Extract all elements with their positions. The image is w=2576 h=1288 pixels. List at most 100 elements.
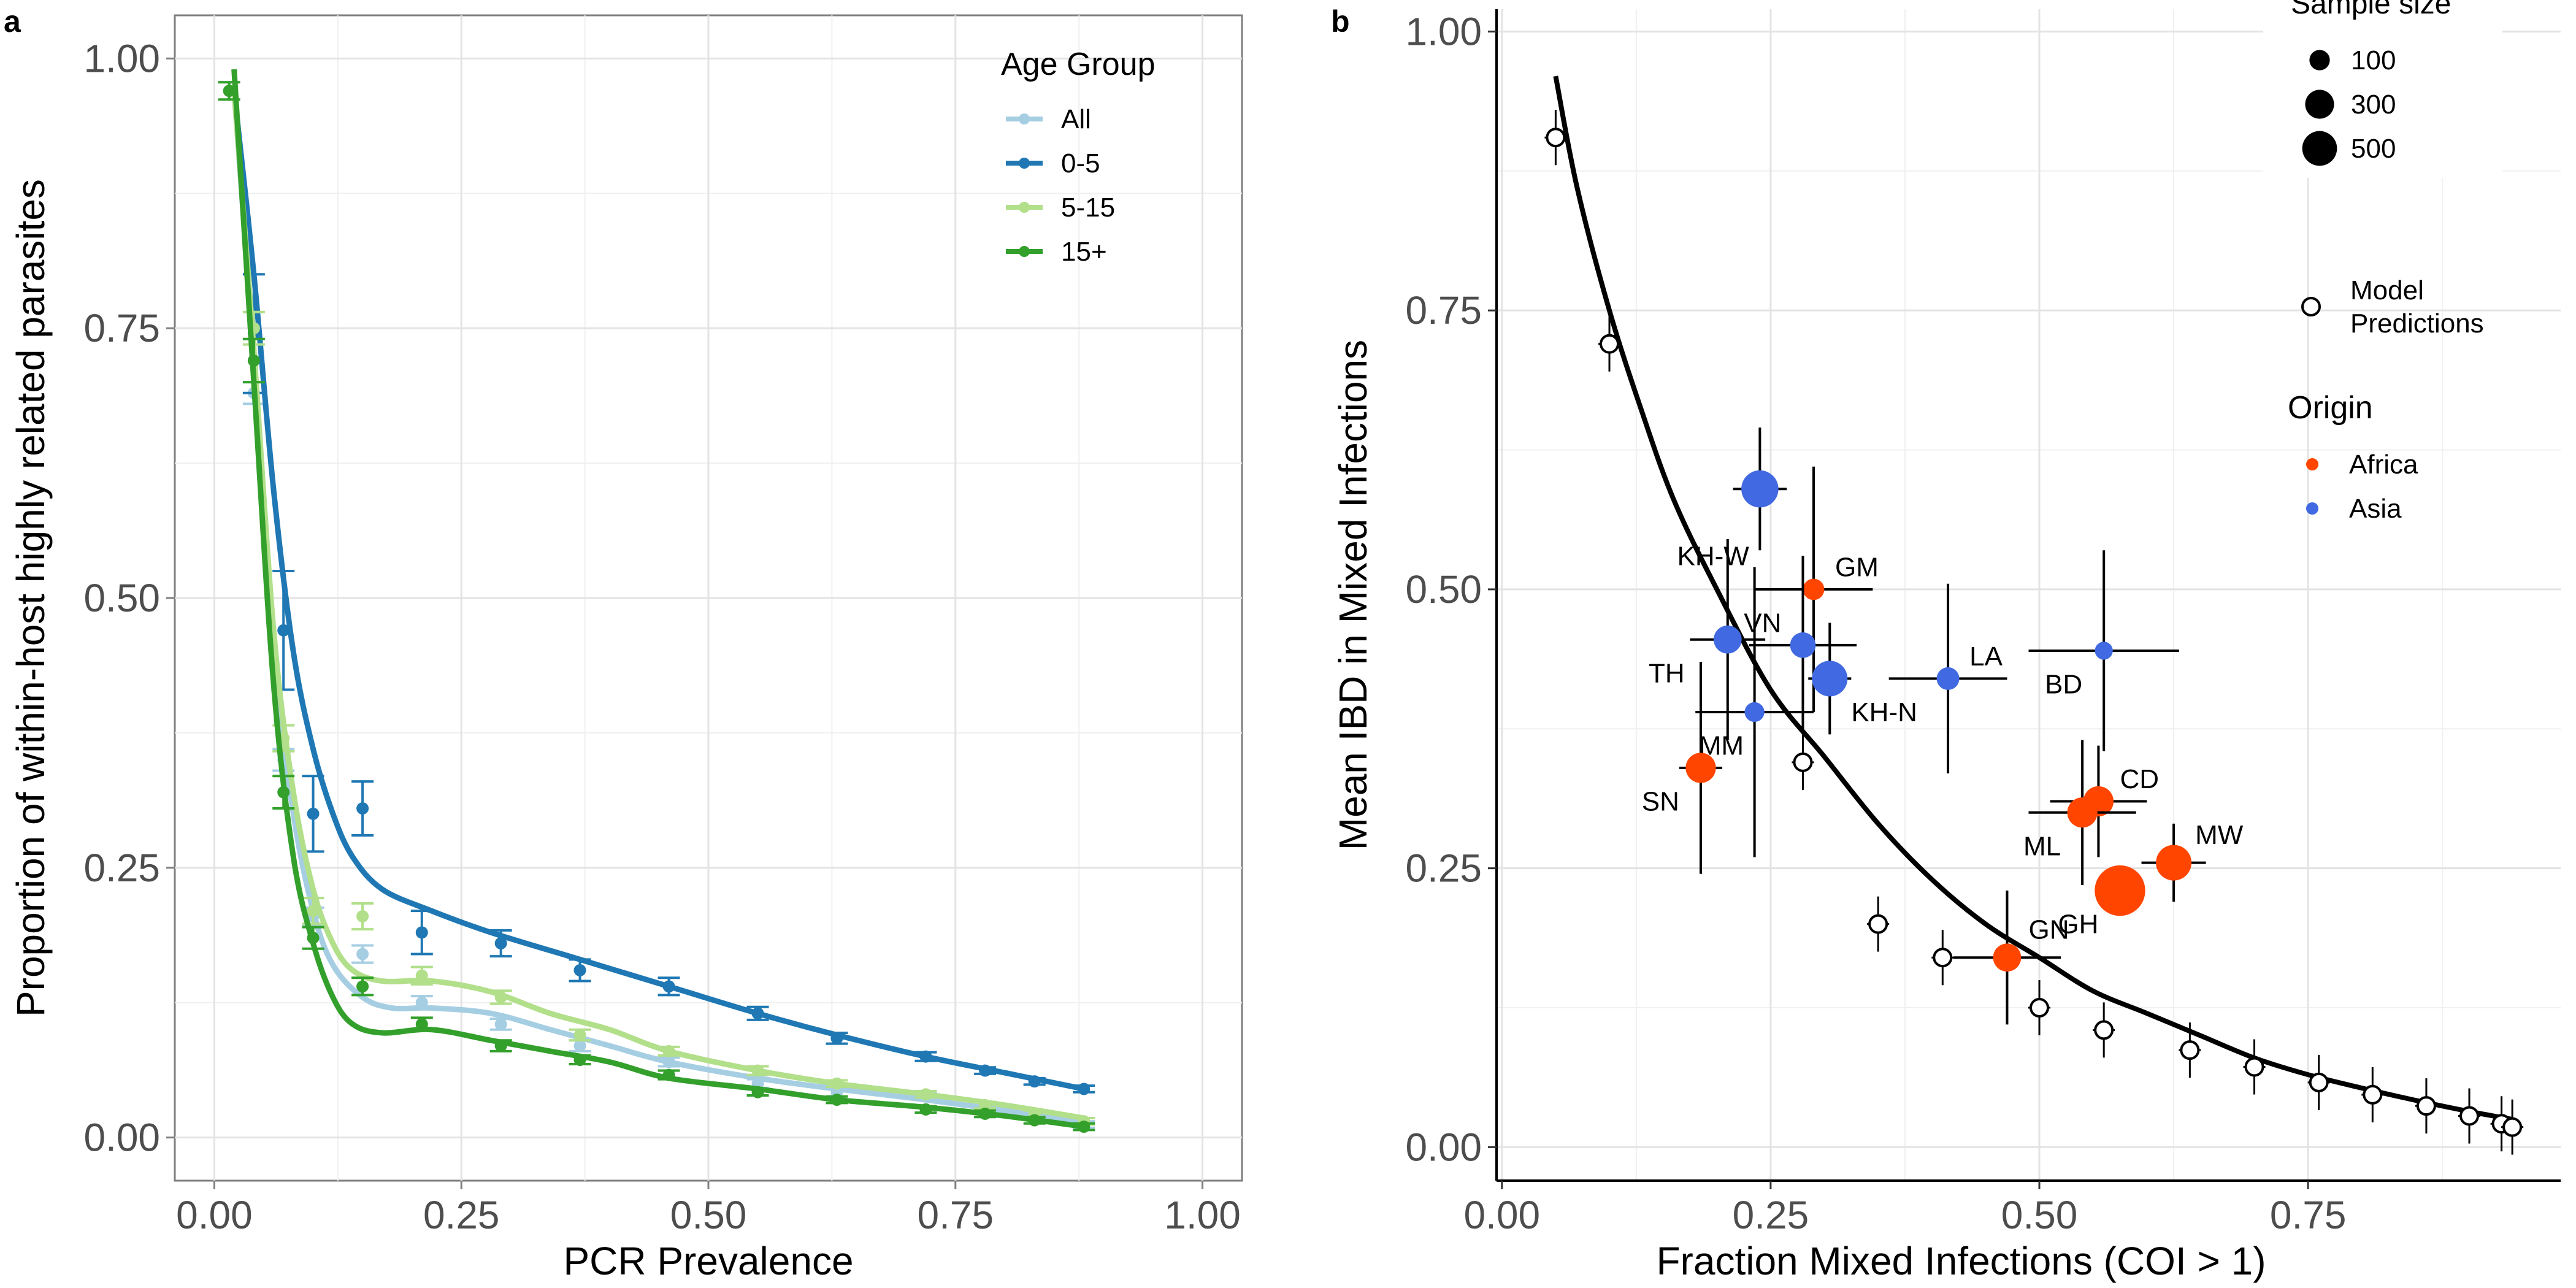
panel-b-tag: b	[1331, 4, 1350, 39]
panel-b-legend: Sample size Model Predictions Origin 100…	[2263, 0, 2502, 524]
site-label: BD	[2045, 670, 2082, 700]
data-point	[662, 1056, 675, 1068]
y-tick-label: 0.50	[1405, 567, 1482, 611]
data-point	[307, 807, 320, 820]
data-point	[307, 932, 320, 945]
data-point	[277, 624, 290, 637]
panel-a-legend-title: Age Group	[1001, 47, 1156, 82]
data-point	[356, 910, 369, 922]
panel-a-grid	[175, 15, 1242, 1181]
data-point	[415, 926, 428, 939]
panel-a-legend: Age Group All 0-5 5-15 15+	[1001, 47, 1156, 267]
y-tick-label: 1.00	[1405, 9, 1482, 53]
site-point	[1936, 667, 1960, 690]
legend-origin-label: Asia	[2349, 494, 2402, 524]
data-point	[247, 354, 260, 367]
panel-b-plot-area	[1497, 9, 2561, 1181]
data-point	[494, 1018, 507, 1030]
site-point	[2095, 865, 2145, 916]
model-point	[2309, 1072, 2329, 1092]
data-point	[979, 1098, 992, 1111]
site-ML: ML	[2023, 740, 2136, 885]
y-tick-label: 0.25	[83, 846, 160, 890]
panel-b-x-axis-title: Fraction Mixed Infections (COI > 1)	[1656, 1239, 2266, 1283]
site-point	[1803, 578, 1825, 600]
data-point	[307, 905, 320, 918]
legend-size-key	[2305, 90, 2334, 119]
data-point	[573, 1053, 586, 1066]
legend-origin-key	[2306, 502, 2318, 515]
x-tick-label: 0.00	[1463, 1193, 1540, 1237]
panel-b-legend-origin-title: Origin	[2288, 390, 2373, 426]
site-point	[2067, 797, 2098, 828]
site-VN: VN	[1744, 556, 1857, 735]
site-MW: MW	[2141, 820, 2244, 902]
site-point	[1812, 661, 1848, 697]
data-point	[919, 1103, 932, 1116]
site-label: GM	[1835, 553, 1879, 583]
legend-size-label: 500	[2351, 134, 2396, 164]
site-label: ML	[2023, 831, 2061, 861]
panel-b-grid	[1497, 9, 2561, 1181]
model-point	[1546, 128, 1566, 148]
x-tick-label: 0.50	[2001, 1193, 2078, 1237]
data-point	[751, 1064, 764, 1077]
data-point	[356, 980, 369, 993]
data-point	[830, 1094, 843, 1106]
data-point	[751, 1086, 764, 1098]
site-BD: BD	[2028, 550, 2179, 751]
data-point	[223, 85, 236, 98]
legend-key-point	[1019, 158, 1030, 169]
site-label: TH	[1649, 658, 1685, 688]
y-tick-label: 0.00	[83, 1116, 160, 1160]
x-tick-label: 0.25	[1733, 1193, 1809, 1237]
panel-b-y-axis-title: Mean IBD in Mixed Infections	[1331, 340, 1375, 850]
x-tick-label: 1.00	[1164, 1193, 1241, 1237]
model-point	[1933, 948, 1953, 968]
site-GN: GN	[1953, 891, 2069, 1025]
y-tick-label: 0.25	[1405, 846, 1482, 891]
model-point	[2244, 1057, 2264, 1077]
legend-origin-label: Africa	[2349, 450, 2418, 480]
legend-entry-label: 0-5	[1061, 148, 1100, 178]
site-label: GN	[2029, 915, 2069, 945]
y-tick-label: 0.75	[1405, 288, 1482, 332]
site-point	[1713, 625, 1742, 654]
data-point	[1028, 1114, 1041, 1127]
model-point	[1793, 752, 1813, 772]
site-label: GH	[2058, 910, 2098, 940]
site-GH: GH	[2058, 865, 2145, 940]
series-line	[231, 90, 1085, 1092]
site-KH-W: KH-W	[1677, 427, 1787, 571]
x-tick-label: 0.50	[670, 1193, 747, 1237]
site-point	[1993, 943, 2022, 972]
model-point	[2416, 1096, 2436, 1116]
y-tick-label: 0.00	[1405, 1125, 1482, 1169]
site-point	[2095, 642, 2113, 660]
legend-key-point	[1019, 113, 1030, 125]
panel-a-y-axis-title: Proportion of within-host highly related…	[9, 179, 53, 1017]
data-point	[1078, 1083, 1091, 1095]
data-point	[356, 802, 369, 815]
y-tick-label: 0.75	[83, 306, 160, 350]
model-point	[2030, 998, 2050, 1018]
data-point	[356, 948, 369, 960]
model-point	[2094, 1020, 2114, 1040]
data-point	[919, 1050, 932, 1063]
legend-key-point	[1019, 246, 1030, 257]
data-point	[415, 1018, 428, 1030]
y-tick-label: 1.00	[83, 36, 160, 80]
data-point	[830, 1077, 843, 1090]
data-point	[494, 991, 507, 1003]
series-15+	[218, 69, 1095, 1133]
series-5-15	[231, 90, 1095, 1128]
legend-entry-label: All	[1061, 104, 1091, 134]
data-point	[1078, 1121, 1091, 1133]
panel-a: a 0.00 0.25 0.50 0.75 1.00 0.00 0.25 0.50 0.75 1.…	[4, 4, 1243, 1283]
site-label: MW	[2195, 820, 2244, 850]
x-tick-label: 0.25	[423, 1193, 500, 1237]
site-LA: LA	[1888, 583, 2007, 774]
site-GM: GM	[1754, 466, 1879, 712]
